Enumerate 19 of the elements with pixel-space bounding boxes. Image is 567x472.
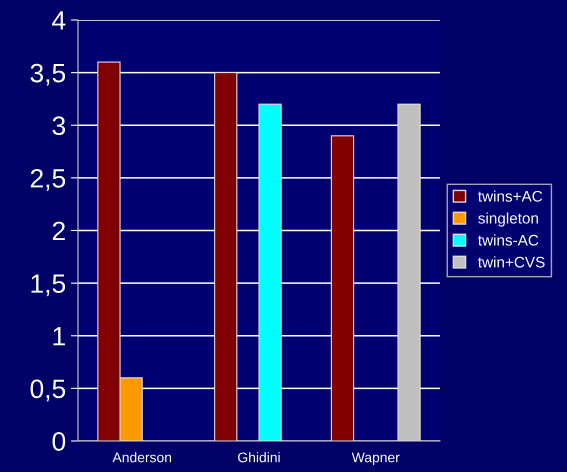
y-tick-label: 2,5 xyxy=(30,169,66,191)
y-tick-label: 3 xyxy=(52,116,66,136)
y-tick-label: 3,5 xyxy=(30,64,66,86)
y-tick-label: 1,5 xyxy=(32,274,66,296)
x-tick-label: Wapner xyxy=(352,452,400,466)
x-tick-label: Anderson xyxy=(112,452,172,462)
x-tick-label: Ghidini xyxy=(238,452,280,462)
legend-label: twin+CVS xyxy=(478,256,545,268)
legend-label: twins-AC xyxy=(478,234,538,246)
bar xyxy=(258,104,282,441)
legend-label: singleton xyxy=(478,212,538,227)
y-tick-label: 2 xyxy=(52,222,65,240)
legend-label: twins+AC xyxy=(478,190,542,202)
y-tick-label: 0 xyxy=(52,432,66,451)
bar xyxy=(214,72,238,441)
bar xyxy=(330,135,354,441)
y-tick-label: 4 xyxy=(52,11,66,30)
y-tick-label: 0,5 xyxy=(30,380,66,402)
y-tick-label: 1 xyxy=(54,327,65,346)
